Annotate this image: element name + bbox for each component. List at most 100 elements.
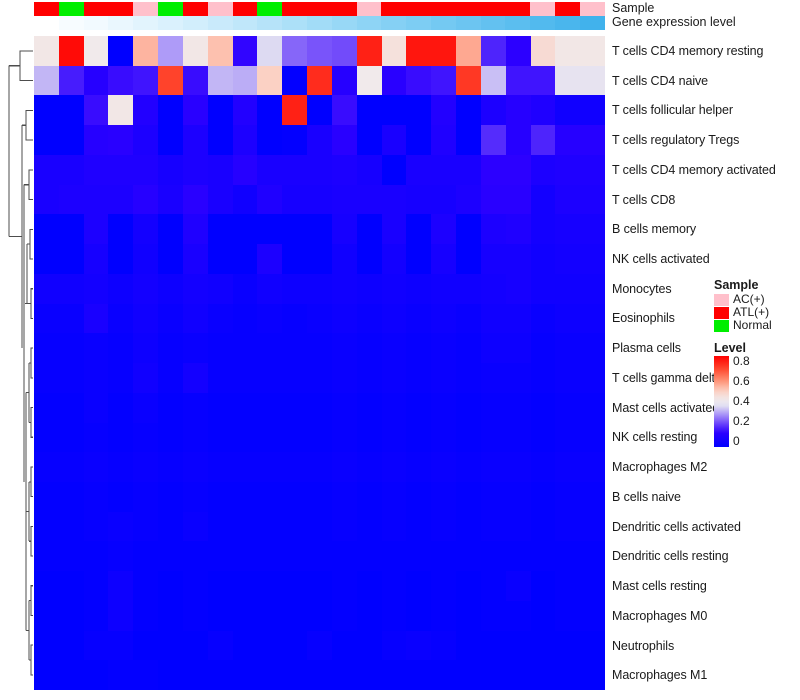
heatmap-row <box>34 36 606 66</box>
heatmap-cell <box>207 541 233 572</box>
heatmap-cell <box>580 333 606 364</box>
heatmap-cell <box>555 600 581 631</box>
heatmap-cell <box>232 244 258 274</box>
heatmap-row <box>34 392 606 423</box>
heatmap-cell <box>530 154 556 185</box>
heatmap-cell <box>307 125 332 155</box>
heatmap-cell <box>182 273 208 304</box>
heatmap-row-label: NK cells resting <box>612 430 698 445</box>
heatmap-cell <box>133 541 159 572</box>
heatmap-row <box>34 184 606 215</box>
heatmap-cell <box>83 125 109 155</box>
heatmap-cell <box>530 244 556 274</box>
heatmap-cell <box>232 273 258 304</box>
heatmap-cell <box>133 244 159 274</box>
heatmap-cell <box>381 184 407 215</box>
heatmap-cell <box>133 333 159 364</box>
heatmap-cell <box>505 244 531 274</box>
heatmap-cell <box>34 95 59 126</box>
gene-expression-annotation-cell <box>108 16 134 30</box>
heatmap-cell <box>182 184 208 215</box>
heatmap-cell <box>232 482 258 512</box>
heatmap-cell <box>58 482 84 512</box>
heatmap-cell <box>555 95 581 126</box>
heatmap-cell <box>83 422 109 453</box>
heatmap-cell <box>580 541 606 572</box>
heatmap-row <box>34 244 606 274</box>
heatmap-cell <box>580 214 606 245</box>
heatmap-cell <box>555 363 581 393</box>
heatmap-cell <box>381 303 407 334</box>
heatmap-cell <box>356 422 382 453</box>
heatmap-cell <box>257 363 283 393</box>
heatmap-cell <box>108 571 134 601</box>
heatmap-cell <box>456 125 481 155</box>
heatmap-cell <box>505 422 531 453</box>
heatmap-cell <box>580 363 606 393</box>
heatmap-cell <box>381 600 407 631</box>
heatmap-cell <box>307 452 332 483</box>
heatmap-cell <box>406 541 432 572</box>
heatmap-cell <box>331 184 357 215</box>
heatmap-cell <box>480 452 506 483</box>
sample-annotation-cell <box>406 2 431 16</box>
heatmap-cell <box>58 244 84 274</box>
heatmap-cell <box>158 36 183 66</box>
heatmap-cell <box>331 125 357 155</box>
heatmap-cell <box>381 214 407 245</box>
heatmap-cell <box>381 541 407 572</box>
heatmap-cell <box>381 660 407 691</box>
heatmap-cell <box>58 95 84 126</box>
heatmap-cell <box>232 422 258 453</box>
heatmap-cell <box>182 482 208 512</box>
gene-expression-annotation-cell <box>356 16 382 30</box>
heatmap-cell <box>83 333 109 364</box>
sample-annotation-cell <box>579 2 605 16</box>
heatmap-cell <box>456 36 481 66</box>
heatmap-cell <box>530 214 556 245</box>
gene-expression-annotation-cell <box>182 16 208 30</box>
heatmap-cell <box>257 244 283 274</box>
gene-expression-annotation-cell <box>133 16 159 30</box>
heatmap-cell <box>505 273 531 304</box>
heatmap-cell <box>108 660 134 691</box>
level-tick-labels: 0.8 0.6 0.4 0.2 0 <box>733 354 750 447</box>
heatmap-cell <box>34 36 59 66</box>
gene-expression-annotation-cell <box>306 16 332 30</box>
sample-annotation-cell <box>158 2 183 16</box>
heatmap-cell <box>108 541 134 572</box>
sample-legend-swatch <box>714 293 729 306</box>
heatmap-cell <box>182 363 208 393</box>
heatmap-cell <box>480 244 506 274</box>
heatmap-cell <box>83 571 109 601</box>
level-tick-label: 0.8 <box>733 354 750 368</box>
heatmap-cell <box>108 363 134 393</box>
heatmap-cell <box>133 184 159 215</box>
heatmap-cell <box>307 600 332 631</box>
heatmap-cell <box>406 154 432 185</box>
heatmap-cell <box>282 660 308 691</box>
heatmap-cell <box>133 392 159 423</box>
level-legend-scale: 0.8 0.6 0.4 0.2 0 <box>714 354 800 447</box>
heatmap-cell <box>456 154 481 185</box>
heatmap-cell <box>505 184 531 215</box>
heatmap-cell <box>307 65 332 96</box>
heatmap-cell <box>431 154 457 185</box>
heatmap-cell <box>282 392 308 423</box>
heatmap-cell <box>58 660 84 691</box>
heatmap-cell <box>331 333 357 364</box>
heatmap-cell <box>108 600 134 631</box>
heatmap-cell <box>58 511 84 542</box>
heatmap-cell <box>580 422 606 453</box>
level-tick-label: 0.6 <box>733 374 750 388</box>
heatmap-cell <box>232 392 258 423</box>
heatmap-cell <box>158 660 183 691</box>
heatmap-cell <box>555 214 581 245</box>
heatmap-cell <box>356 600 382 631</box>
heatmap-row-label: NK cells activated <box>612 252 710 266</box>
heatmap-cell <box>158 333 183 364</box>
heatmap-cell <box>34 482 59 512</box>
heatmap-row <box>34 303 606 334</box>
heatmap-cell <box>207 660 233 691</box>
heatmap-cell <box>133 214 159 245</box>
